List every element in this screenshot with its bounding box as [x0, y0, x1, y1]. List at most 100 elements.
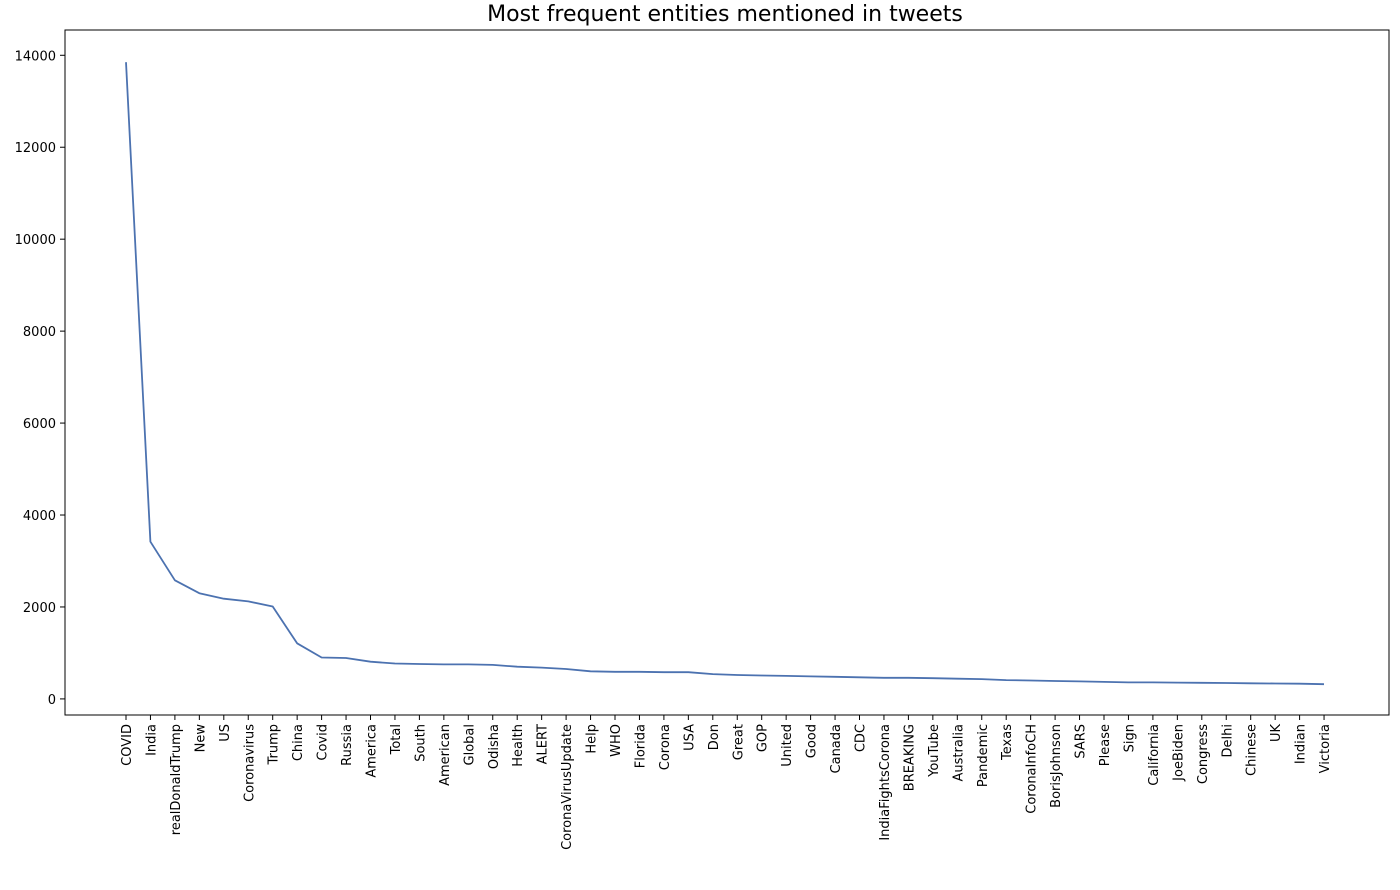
- data-point: [441, 662, 446, 667]
- data-point: [1053, 678, 1058, 683]
- data-point: [930, 676, 935, 681]
- data-point: [344, 655, 349, 660]
- x-tick-label: American: [438, 724, 453, 786]
- y-tick-label: 4000: [23, 509, 56, 524]
- data-point: [490, 662, 495, 667]
- x-tick-label: Help: [585, 724, 600, 754]
- data-point: [539, 665, 544, 670]
- y-tick-label: 6000: [23, 417, 56, 432]
- data-point: [1028, 678, 1033, 683]
- data-point: [955, 676, 960, 681]
- y-tick-label: 8000: [23, 325, 56, 340]
- data-point: [686, 670, 691, 675]
- x-tick-label: Delhi: [1220, 724, 1235, 757]
- x-tick-label: California: [1147, 724, 1162, 786]
- x-tick-label: GOP: [756, 724, 771, 752]
- data-point: [808, 674, 813, 679]
- x-tick-label: WHO: [609, 724, 624, 757]
- x-tick-label: realDonaldTrump: [169, 724, 184, 835]
- data-point: [881, 675, 886, 680]
- data-point: [1273, 681, 1278, 686]
- x-tick-label: Chinese: [1245, 724, 1260, 776]
- x-tick-label: Victoria: [1318, 724, 1333, 773]
- data-point: [857, 675, 862, 680]
- data-point: [588, 669, 593, 674]
- data-point: [246, 599, 251, 604]
- data-point: [295, 641, 300, 646]
- x-tick-label: Please: [1098, 724, 1113, 766]
- x-tick-label: IndiaFightsCorona: [878, 724, 893, 841]
- x-tick-label: China: [291, 724, 306, 761]
- x-tick-label: Russia: [340, 724, 355, 766]
- data-point: [1126, 680, 1131, 685]
- data-point: [613, 669, 618, 674]
- y-tick-label: 14000: [15, 49, 56, 64]
- x-tick-label: CoronaInfoCH: [1025, 724, 1040, 814]
- x-tick-label: United: [780, 724, 795, 767]
- data-point: [515, 664, 520, 669]
- data-point: [833, 674, 838, 679]
- x-tick-label: Total: [389, 724, 404, 755]
- data-point: [270, 604, 275, 609]
- x-tick-label: India: [144, 724, 159, 756]
- data-point: [661, 670, 666, 675]
- y-tick-label: 10000: [15, 233, 56, 248]
- data-point: [124, 60, 129, 65]
- data-point: [1322, 682, 1327, 687]
- data-point: [906, 675, 911, 680]
- data-point: [319, 655, 324, 660]
- x-tick-label: JoeBiden: [1171, 724, 1186, 782]
- data-point: [735, 673, 740, 678]
- x-tick-label: Indian: [1294, 724, 1309, 764]
- data-point: [172, 578, 177, 583]
- x-tick-label: BREAKING: [902, 724, 917, 791]
- x-tick-label: Florida: [633, 724, 648, 768]
- data-point: [466, 662, 471, 667]
- y-axis: 0 2000 4000 6000 8000 10000 12000 14000: [15, 49, 65, 708]
- data-point: [368, 659, 373, 664]
- data-point: [1248, 681, 1253, 686]
- x-tick-label: YouTube: [927, 724, 942, 778]
- data-point: [1224, 681, 1229, 686]
- plot-frame: [65, 30, 1389, 715]
- x-tick-label: Don: [707, 724, 722, 750]
- data-point: [1004, 678, 1009, 683]
- data-point: [1297, 681, 1302, 686]
- x-tick-label: SARS: [1074, 724, 1089, 759]
- series-group: [124, 60, 1327, 687]
- y-tick-label: 2000: [23, 601, 56, 616]
- x-tick-label: Australia: [951, 724, 966, 782]
- x-tick-label: BorisJohnson: [1049, 724, 1064, 808]
- x-tick-label: Global: [462, 724, 477, 765]
- x-tick-label: COVID: [120, 724, 135, 766]
- x-tick-label: New: [193, 724, 208, 753]
- x-tick-label: Health: [511, 724, 526, 767]
- x-tick-label: Trump: [267, 724, 282, 766]
- data-point: [1175, 680, 1180, 685]
- x-tick-label: Corona: [658, 724, 673, 770]
- x-tick-label: CoronaVirusUpdate: [560, 724, 575, 850]
- series-line: [126, 62, 1324, 684]
- data-point: [1102, 679, 1107, 684]
- x-tick-label: Canada: [829, 724, 844, 773]
- x-tick-label: Pandemic: [976, 724, 991, 787]
- data-point: [148, 539, 153, 544]
- x-tick-label: Covid: [316, 724, 331, 761]
- data-point: [710, 672, 715, 677]
- x-axis: COVID India realDonaldTrump New US Coronaviru…: [120, 715, 1333, 850]
- x-tick-label: ALERT: [536, 724, 551, 764]
- data-point: [392, 661, 397, 666]
- data-point: [1199, 680, 1204, 685]
- x-tick-label: Odisha: [487, 724, 502, 769]
- x-tick-label: Great: [731, 724, 746, 760]
- data-point: [564, 667, 569, 672]
- data-point: [197, 591, 202, 596]
- data-point: [784, 673, 789, 678]
- data-point: [1077, 679, 1082, 684]
- x-tick-label: Good: [805, 724, 820, 758]
- data-point: [417, 661, 422, 666]
- data-point: [637, 669, 642, 674]
- x-tick-label: America: [365, 724, 380, 778]
